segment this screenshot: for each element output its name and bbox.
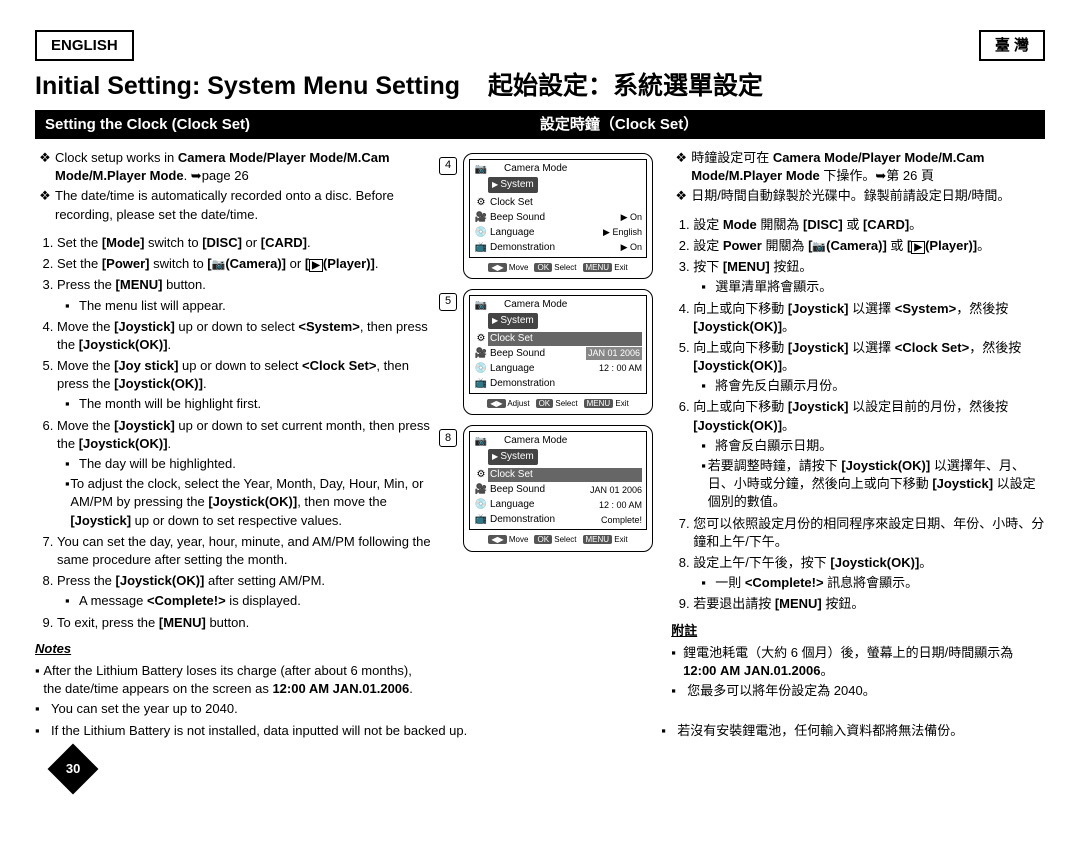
step-zh-9: 若要退出請按 [MENU] 按鈕。 bbox=[693, 595, 1045, 613]
sub-bullet: ▪選單清單將會顯示。 bbox=[701, 278, 1045, 296]
sub-bullet: ▪A message <Complete!> is displayed. bbox=[65, 592, 431, 610]
step-en-8: Press the [Joystick(OK)] after setting A… bbox=[57, 572, 431, 610]
step-en-7: You can set the day, year, hour, minute,… bbox=[57, 533, 431, 569]
sub-bullet: ▪將會反白顯示日期。 bbox=[701, 437, 1045, 455]
page-number: 30 bbox=[48, 743, 99, 794]
step-zh-1: 設定 Mode 開關為 [DISC] 或 [CARD]。 bbox=[693, 216, 1045, 234]
title-zh: 起始設定：系統選單設定 bbox=[488, 69, 763, 104]
note-en-3: If the Lithium Battery is not installed,… bbox=[51, 722, 467, 740]
sub-bullet: ▪將會先反白顯示月份。 bbox=[701, 377, 1045, 395]
step-zh-8: 設定上午/下午後，按下 [Joystick(OK)]。▪一則 <Complete… bbox=[693, 554, 1045, 592]
header-row: ENGLISH 臺 灣 bbox=[35, 30, 1045, 61]
full-width-notes: ▪If the Lithium Battery is not installed… bbox=[35, 722, 1045, 742]
step-zh-7: 您可以依照設定月份的相同程序來設定日期、年份、小時、分鐘和上午/下午。 bbox=[693, 515, 1045, 551]
step-en-6: Move the [Joystick] up or down to set cu… bbox=[57, 417, 431, 530]
figure-number: 8 bbox=[439, 429, 457, 447]
notes-label-zh: 附註 bbox=[671, 622, 1045, 640]
bullet: ❖The date/time is automatically recorded… bbox=[35, 187, 431, 223]
screen-8: 📷Camera Mode System ⚙Clock Set🎥Beep Soun… bbox=[463, 425, 653, 551]
step-zh-4: 向上或向下移動 [Joystick] 以選擇 <System>，然後按 [Joy… bbox=[693, 300, 1045, 336]
notes-label-en: Notes bbox=[35, 640, 431, 658]
sub-bullet: ▪若要調整時鐘，請按下 [Joystick(OK)] 以選擇年、月、日、小時或分… bbox=[701, 457, 1045, 512]
sub-bullet: ▪The month will be highlight first. bbox=[65, 395, 431, 413]
step-en-9: To exit, press the [MENU] button. bbox=[57, 614, 431, 632]
bullet: ❖日期/時間自動錄製於光碟中。錄製前請設定日期/時間。 bbox=[671, 187, 1045, 205]
bullet: ❖Clock setup works in Camera Mode/Player… bbox=[35, 149, 431, 185]
section-bar: Setting the Clock (Clock Set) 設定時鐘（Clock… bbox=[35, 110, 1045, 139]
figure-8: 8 📷Camera Mode System ⚙Clock Set🎥Beep So… bbox=[439, 425, 661, 551]
section-en: Setting the Clock (Clock Set) bbox=[35, 110, 530, 139]
step-zh-6: 向上或向下移動 [Joystick] 以設定目前的月份，然後按 [Joystic… bbox=[693, 398, 1045, 511]
step-zh-2: 設定 Power 開關為 [(Camera)] 或 [(Player)]。 bbox=[693, 237, 1045, 255]
note: ▪您最多可以將年份設定為 2040。 bbox=[671, 682, 1045, 700]
section-zh: 設定時鐘（Clock Set） bbox=[530, 110, 1045, 139]
note: ▪You can set the year up to 2040. bbox=[35, 700, 431, 718]
step-zh-5: 向上或向下移動 [Joystick] 以選擇 <Clock Set>，然後按 [… bbox=[693, 339, 1045, 396]
figure-5: 5 📷Camera Mode System ⚙Clock Set🎥Beep So… bbox=[439, 289, 661, 415]
step-en-2: Set the [Power] switch to [(Camera)] or … bbox=[57, 255, 431, 273]
bullet: ❖時鐘設定可在 Camera Mode/Player Mode/M.Cam Mo… bbox=[671, 149, 1045, 185]
sub-bullet: ▪The day will be highlighted. bbox=[65, 455, 431, 473]
step-en-1: Set the [Mode] switch to [DISC] or [CARD… bbox=[57, 234, 431, 252]
column-chinese: ❖時鐘設定可在 Camera Mode/Player Mode/M.Cam Mo… bbox=[661, 149, 1045, 720]
content: ❖Clock setup works in Camera Mode/Player… bbox=[35, 149, 1045, 720]
step-en-3: Press the [MENU] button.▪The menu list w… bbox=[57, 276, 431, 314]
lang-taiwan: 臺 灣 bbox=[979, 30, 1045, 61]
figure-number: 5 bbox=[439, 293, 457, 311]
step-zh-3: 按下 [MENU] 按鈕。▪選單清單將會顯示。 bbox=[693, 258, 1045, 296]
figure-number: 4 bbox=[439, 157, 457, 175]
title-row: Initial Setting: System Menu Setting 起始設… bbox=[35, 69, 1045, 104]
note-zh-3: 若沒有安裝鋰電池，任何輸入資料都將無法備份。 bbox=[677, 722, 963, 740]
screen-5: 📷Camera Mode System ⚙Clock Set🎥Beep Soun… bbox=[463, 289, 653, 415]
step-en-5: Move the [Joy stick] up or down to selec… bbox=[57, 357, 431, 414]
note: ▪鋰電池耗電（大約 6 個月）後，螢幕上的日期/時間顯示為 12:00 AM J… bbox=[671, 644, 1045, 680]
note: ▪After the Lithium Battery loses its cha… bbox=[35, 662, 431, 698]
step-en-4: Move the [Joystick] up or down to select… bbox=[57, 318, 431, 354]
sub-bullet: ▪一則 <Complete!> 訊息將會顯示。 bbox=[701, 574, 1045, 592]
sub-bullet: ▪The menu list will appear. bbox=[65, 297, 431, 315]
title-en: Initial Setting: System Menu Setting bbox=[35, 69, 460, 104]
column-figures: 4 📷Camera Mode System ⚙Clock Set🎥Beep So… bbox=[439, 149, 661, 720]
screen-4: 📷Camera Mode System ⚙Clock Set🎥Beep Soun… bbox=[463, 153, 653, 279]
figure-4: 4 📷Camera Mode System ⚙Clock Set🎥Beep So… bbox=[439, 153, 661, 279]
sub-bullet: ▪To adjust the clock, select the Year, M… bbox=[65, 475, 431, 530]
column-english: ❖Clock setup works in Camera Mode/Player… bbox=[35, 149, 439, 720]
lang-english: ENGLISH bbox=[35, 30, 134, 61]
